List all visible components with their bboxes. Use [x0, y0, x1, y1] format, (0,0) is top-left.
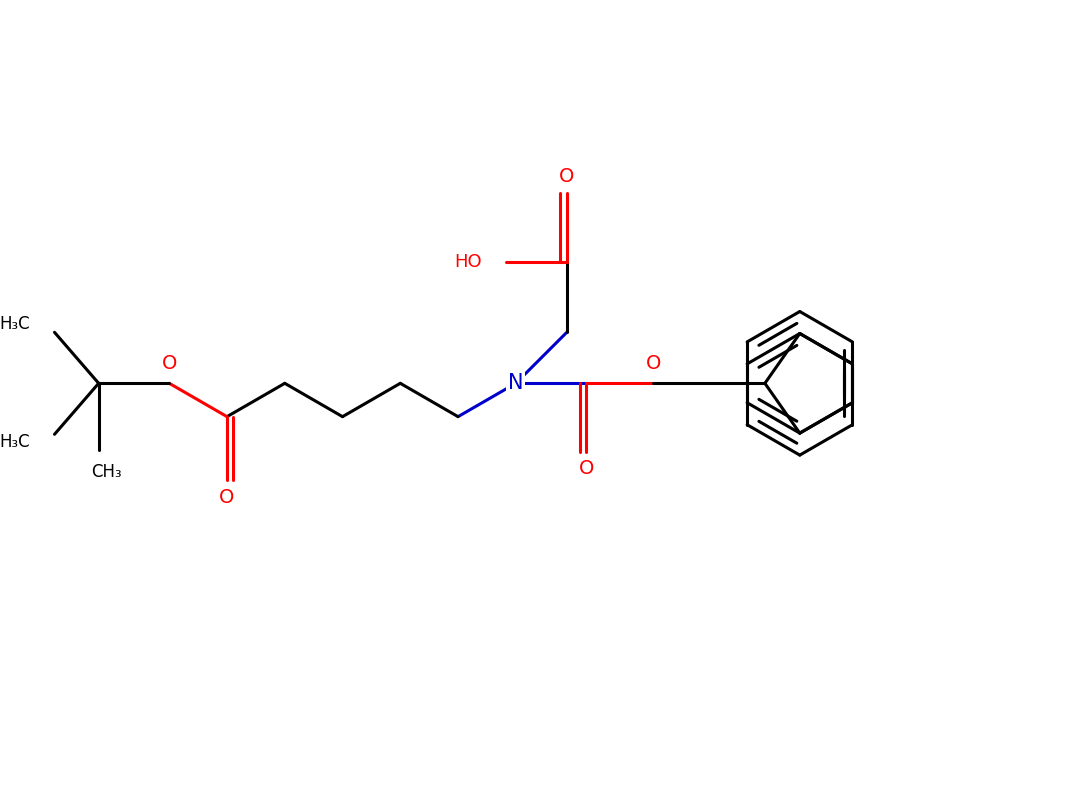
Text: H₃C: H₃C [0, 315, 30, 334]
Text: O: O [220, 488, 235, 507]
Text: O: O [162, 354, 177, 373]
Text: O: O [559, 167, 575, 186]
Text: N: N [508, 373, 523, 393]
Text: O: O [579, 459, 594, 478]
Text: CH₃: CH₃ [92, 463, 122, 480]
Text: HO: HO [454, 253, 482, 271]
Text: O: O [645, 354, 661, 373]
Text: H₃C: H₃C [0, 433, 30, 451]
